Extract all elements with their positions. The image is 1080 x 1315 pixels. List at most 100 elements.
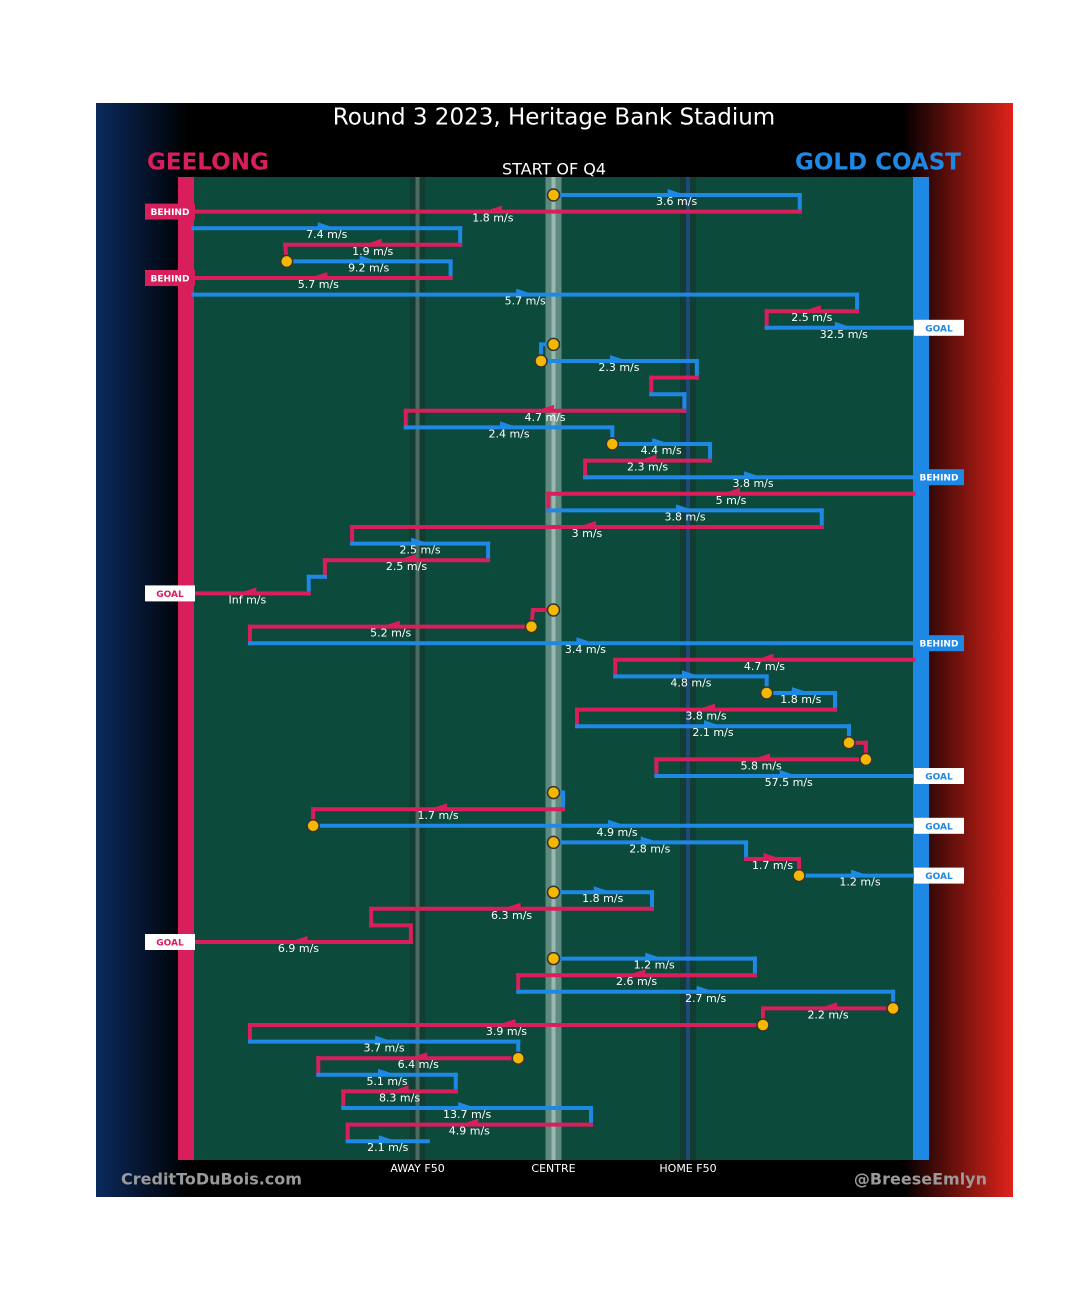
speed-label: 1.2 m/s [839,876,880,889]
speed-label: 3.6 m/s [656,195,697,208]
speed-label: Inf m/s [228,593,266,606]
speed-label: 1.8 m/s [582,892,623,905]
stoppage-marker [546,785,561,800]
stoppage-marker [546,885,561,899]
stoppage-marker [534,354,548,368]
speed-label: 3.8 m/s [732,477,773,490]
arrowhead [744,471,763,479]
arrowhead [627,969,646,977]
speed-label: 3.8 m/s [664,510,705,523]
stoppage-marker [546,337,561,352]
arrowhead [697,703,716,711]
arrowhead [676,504,695,512]
arrowhead [640,836,659,844]
speed-label: 4.8 m/s [670,676,711,689]
speed-label: 6.3 m/s [491,909,532,922]
outcome-box [914,817,964,834]
outcome-label: BEHIND [920,474,959,484]
speed-label: 2.3 m/s [598,361,639,374]
speed-label: 1.8 m/s [472,212,513,225]
outcome-label: BEHIND [920,640,959,650]
arrowhead [309,272,328,279]
speed-label: 3.7 m/s [364,1042,405,1055]
arrowhead [696,985,715,993]
outcome-label: GOAL [156,939,184,949]
speed-label: 2.1 m/s [367,1141,408,1154]
speed-label: 6.4 m/s [398,1058,439,1071]
gold-coast-goal-line [913,177,929,1160]
speed-label: 1.8 m/s [780,693,821,706]
stoppage-marker [859,752,873,767]
stoppage-marker [546,188,561,202]
speed-label: 4.7 m/s [744,660,785,673]
stoppage-marker [546,603,561,617]
speed-label: 2.4 m/s [488,427,529,440]
arrowhead [516,288,535,296]
speed-label: 5.7 m/s [298,278,339,291]
arrowhead [802,305,821,313]
arrowhead [500,421,519,429]
speed-label: 32.5 m/s [820,328,868,341]
stoppage-marker [756,1018,770,1032]
arrowhead [576,637,595,645]
arrowhead [609,355,628,362]
speed-label: 2.7 m/s [685,992,726,1005]
arrowhead [363,238,382,246]
arrowhead [752,753,771,761]
field-line [551,177,556,1160]
arrowhead [381,620,400,628]
speed-label: 2.3 m/s [627,461,668,474]
arrowhead [819,1002,838,1010]
arrowhead [850,869,869,877]
outcome-label: BEHIND [151,275,190,285]
speed-label: 2.2 m/s [807,1008,848,1021]
speed-label: 8.3 m/s [379,1091,420,1104]
speed-label: 1.9 m/s [352,245,393,258]
arrowhead [458,1102,477,1109]
stoppage-marker [546,951,561,966]
title: Round 3 2023, Heritage Bank Stadium [333,105,775,131]
stoppage-marker [524,619,539,634]
speed-label: 2.5 m/s [791,311,832,324]
arrowhead [497,1019,516,1026]
speed-label: 5.8 m/s [741,759,782,772]
arrowhead [667,189,686,196]
arrowhead [317,222,336,230]
speed-label: 7.4 m/s [306,228,347,241]
arrowhead [536,404,555,412]
stoppage-marker [842,736,856,750]
credit-left: CreditToDuBois.com [121,1170,302,1189]
subtitle: START OF Q4 [502,160,606,179]
arrowhead [483,205,502,213]
outcome-box [145,934,195,950]
arrowhead [375,1035,394,1043]
stoppage-marker [306,819,320,833]
speed-label: 9.2 m/s [348,261,389,274]
speed-label: 1.7 m/s [752,859,793,872]
stoppage-marker [605,437,620,451]
arrowhead [645,952,664,960]
arrowhead [755,653,774,661]
outcome-label: GOAL [156,590,184,600]
outcome-box [914,319,964,336]
arrowhead [791,687,810,694]
stoppage-marker [792,868,806,883]
arrowhead [409,1052,428,1060]
speed-label: 3.4 m/s [565,643,606,656]
speed-label: 2.1 m/s [692,726,733,739]
moves: 3.6 m/s 1.8 m/s BEHIND 7.4 m/s 1.9 m/s 9.2 m/… [145,188,964,1154]
arrowhead [390,1085,409,1093]
arrowhead [763,853,782,860]
field-line-label: HOME F50 [659,1162,716,1175]
outcome-box [914,635,964,652]
arrowhead [378,1068,397,1076]
field-line-label: CENTRE [531,1162,575,1175]
arrowhead [722,487,741,495]
arrowhead [577,521,596,528]
arrowhead [502,902,521,910]
speed-label: 13.7 m/s [443,1108,491,1121]
outcome-box [145,585,195,602]
arrowhead [397,554,416,562]
geelong-goal-line [178,177,194,1160]
